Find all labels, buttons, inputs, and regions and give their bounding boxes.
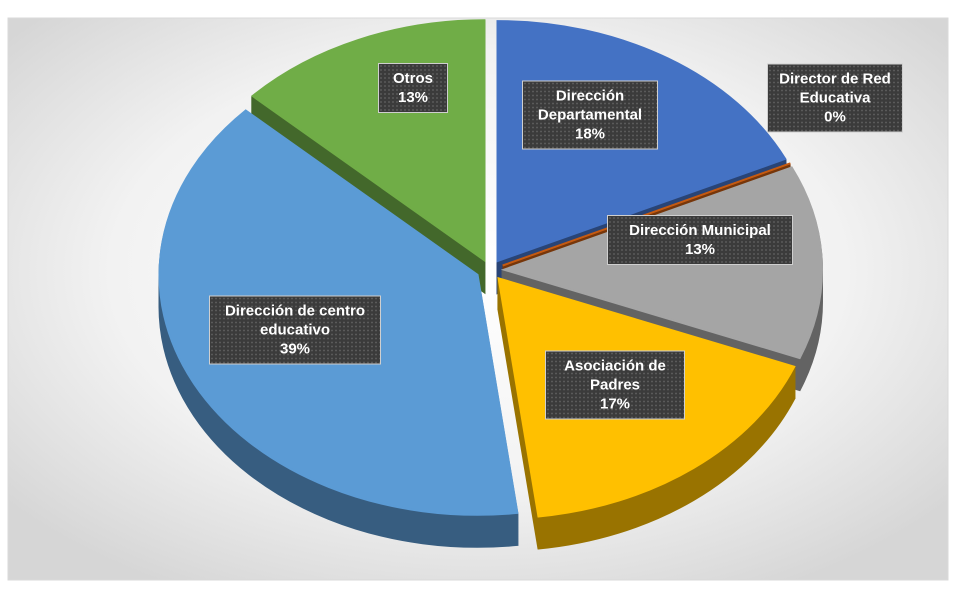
data-label: Dirección Departamental 18%	[522, 80, 658, 150]
label-value: 18%	[574, 125, 606, 143]
data-label: Dirección de centro educativo 39%	[209, 295, 381, 365]
data-label: Otros 13%	[378, 63, 448, 113]
label-category: Asociación de Padres	[564, 357, 666, 394]
label-value: 39%	[279, 340, 311, 358]
data-label: Asociación de Padres 17%	[545, 350, 685, 420]
data-label: Director de Red Educativa 0%	[767, 63, 903, 133]
label-category: Otros	[392, 70, 433, 87]
label-category: Dirección Municipal	[629, 222, 771, 239]
label-value: 13%	[684, 241, 716, 258]
label-value: 13%	[397, 89, 429, 106]
label-value: 0%	[824, 108, 846, 126]
label-value: 17%	[599, 395, 631, 413]
label-category: Dirección de centro educativo	[224, 302, 366, 339]
label-category: Director de Red Educativa	[779, 70, 891, 107]
data-label: Dirección Municipal 13%	[607, 215, 793, 265]
label-category: Dirección Departamental	[537, 87, 643, 124]
